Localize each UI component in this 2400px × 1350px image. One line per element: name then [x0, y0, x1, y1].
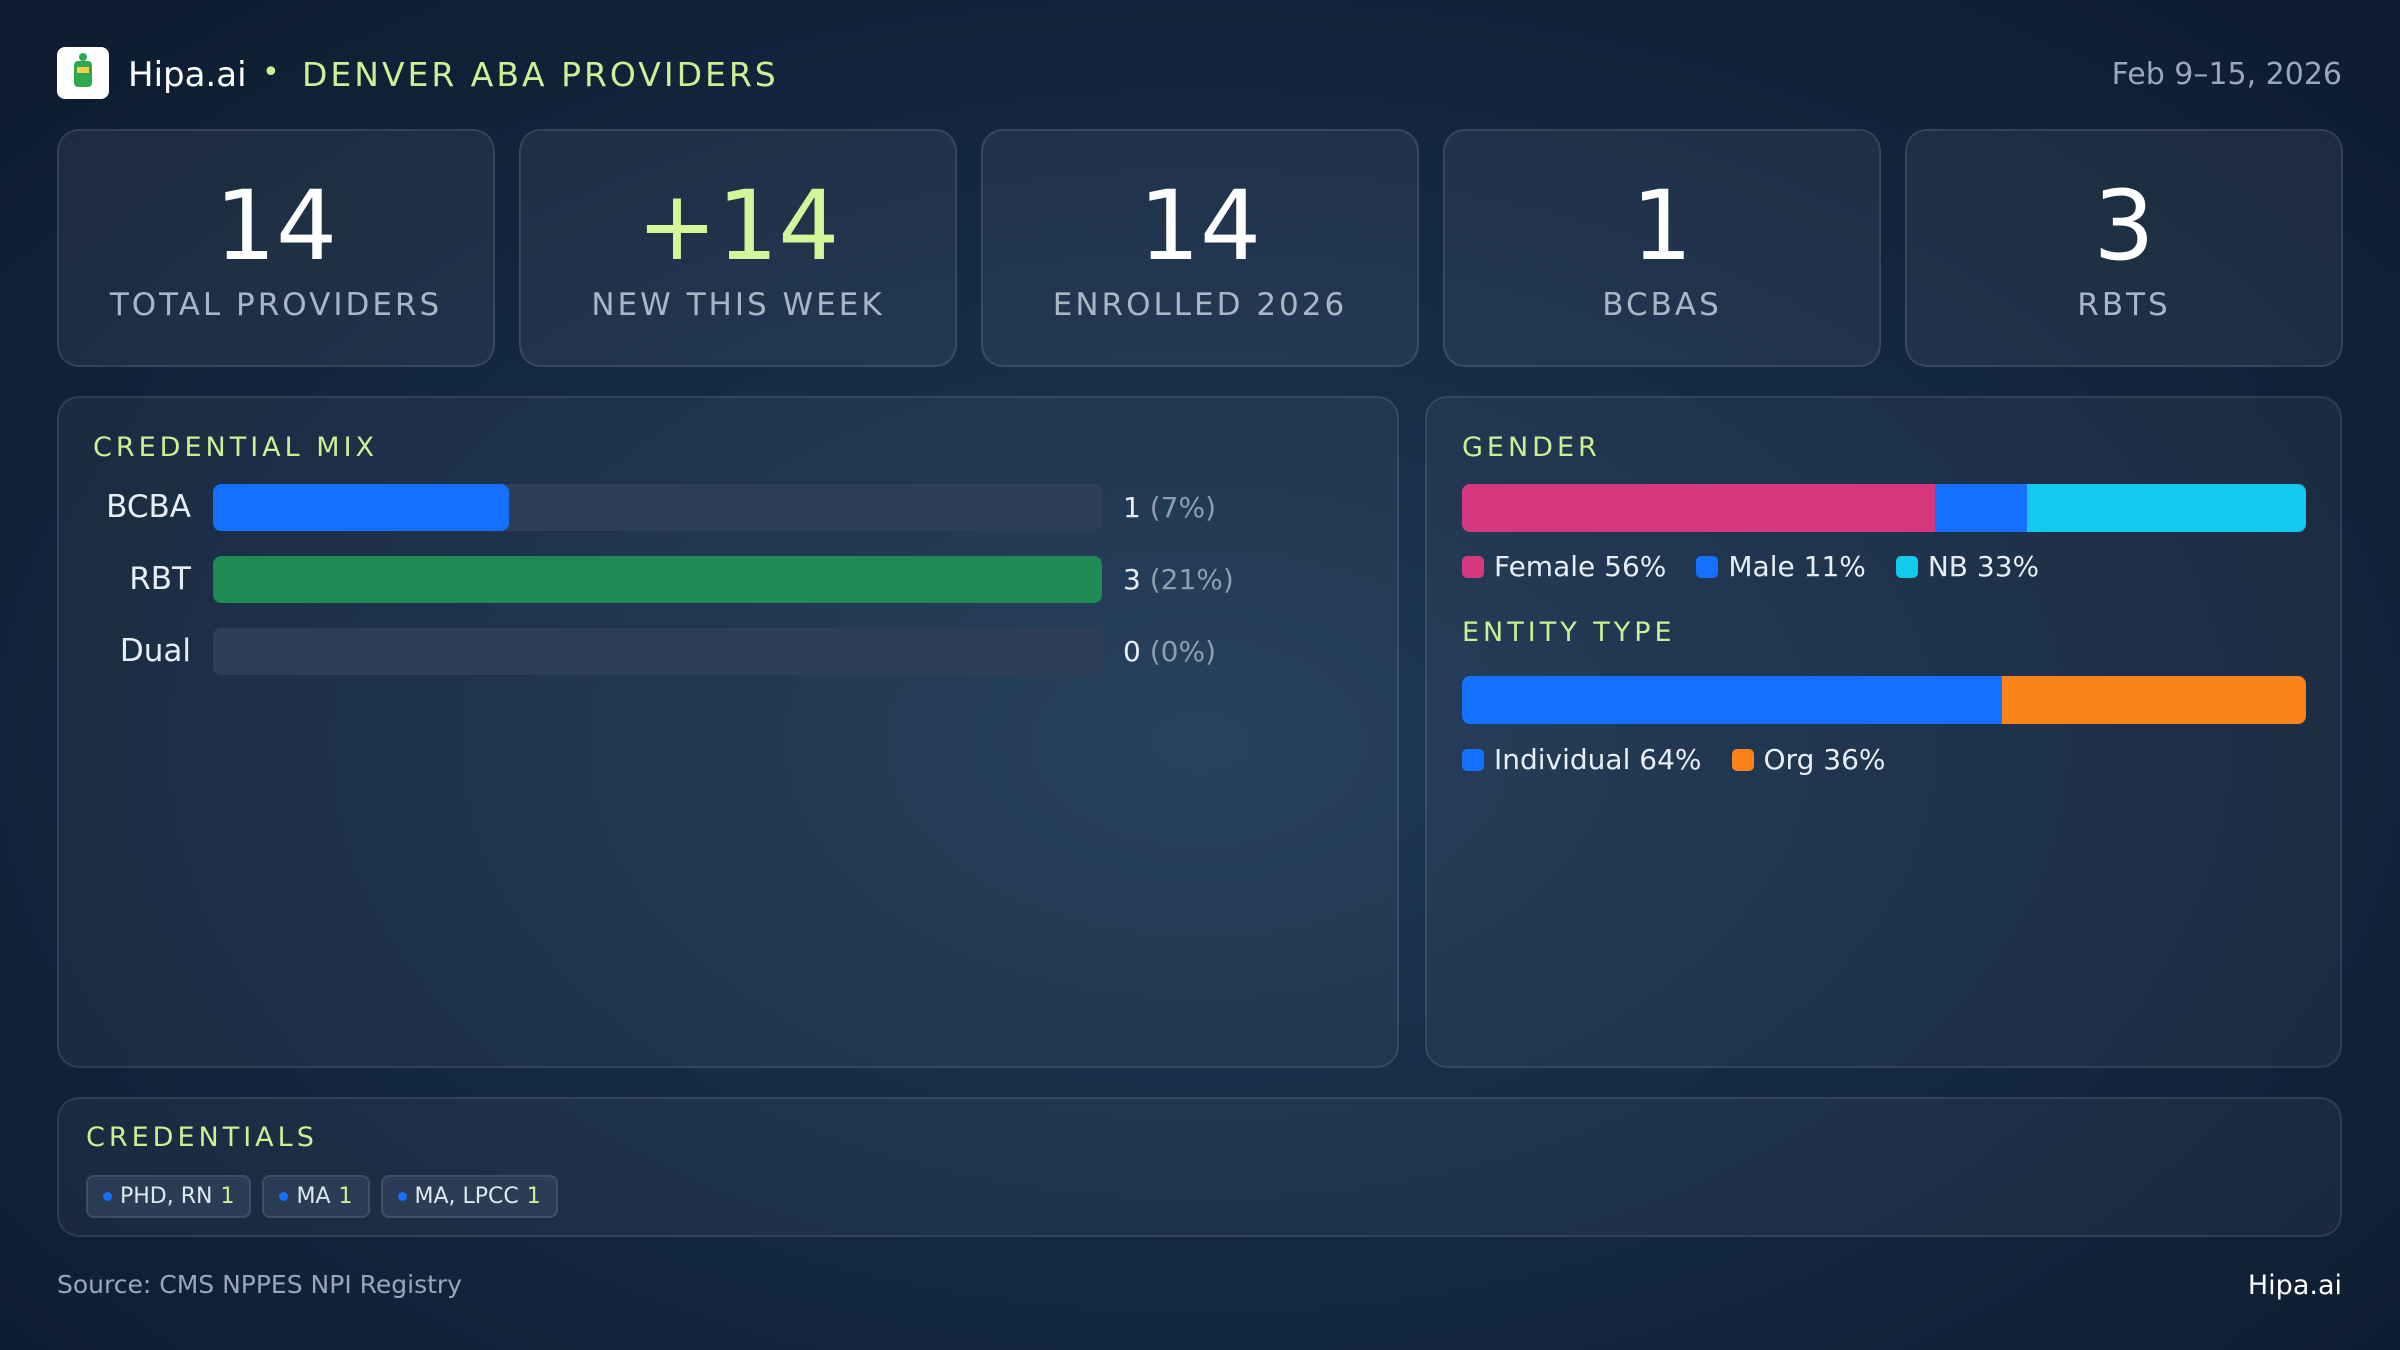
dot [279, 1192, 289, 1201]
legend: Individual 64% Org 36% [1462, 743, 1886, 776]
kpi-label: TOTAL PROVIDERS [109, 287, 443, 323]
kpi-card: 14 ENROLLED 2026 [981, 129, 1419, 367]
legend-text: Individual 64% [1494, 743, 1702, 776]
count: 3 [1123, 563, 1141, 596]
legend-value: 64% [1639, 743, 1702, 776]
legend-item: Male 11% [1696, 550, 1866, 583]
value-label: 3 (21%) [1123, 563, 1234, 596]
legend-item: NB 33% [1895, 550, 2039, 583]
kpi-label: BCBAS [1602, 287, 1722, 323]
kpi-label: RBTS [2077, 287, 2171, 323]
chip-count: 1 [220, 1184, 235, 1209]
kpi-value: 3 [2093, 170, 2155, 282]
date-range: Feb 9–15, 2026 [2111, 57, 2342, 92]
legend-name: Male [1728, 550, 1795, 583]
row-label: Dual [119, 633, 191, 669]
segment [2002, 676, 2306, 724]
swatch [1895, 555, 1918, 578]
kpi-label: NEW THIS WEEK [591, 287, 885, 323]
value-label: 0 (0%) [1123, 635, 1216, 668]
kpi-card: +14 NEW THIS WEEK [519, 129, 957, 367]
segment [1934, 484, 2028, 532]
chip-name: MA, LPCC [414, 1184, 519, 1209]
percent: (0%) [1149, 635, 1217, 668]
legend-name: Female [1494, 550, 1596, 583]
legend-text: Org 36% [1764, 743, 1886, 776]
section-title: CREDENTIAL MIX [93, 432, 379, 463]
percent: (7%) [1149, 491, 1217, 524]
legend-text: NB 33% [1928, 550, 2039, 583]
page-title: DENVER ABA PROVIDERS [302, 55, 779, 94]
count: 1 [1123, 491, 1141, 524]
legend-value: 36% [1823, 743, 1886, 776]
kpi-card: 1 BCBAS [1443, 129, 1881, 367]
value-label: 1 (7%) [1123, 491, 1216, 524]
bar [213, 484, 510, 531]
kpi-value: 1 [1631, 170, 1693, 282]
logo [57, 47, 109, 99]
legend-name: Org [1763, 743, 1815, 776]
chip-name: PHD, RN [120, 1184, 213, 1209]
chip-count: 1 [526, 1184, 541, 1209]
swatch [1696, 555, 1719, 578]
segment [2027, 484, 2306, 532]
credential-chip: MA, LPCC 1 [380, 1175, 558, 1218]
legend-name: Individual [1494, 743, 1631, 776]
kpi-card: 14 TOTAL PROVIDERS [57, 129, 495, 367]
bar-track [213, 484, 1102, 531]
dot [397, 1192, 407, 1201]
brand: Hipa.ai [128, 55, 247, 95]
swatch [1462, 748, 1484, 771]
bar [213, 556, 1102, 603]
segment [1462, 676, 2003, 724]
row-label: BCBA [106, 489, 191, 525]
separator: • [262, 55, 280, 90]
count: 0 [1123, 635, 1141, 668]
legend-text: Female 56% [1494, 550, 1666, 583]
bar-track [213, 556, 1102, 603]
kpi-label: ENROLLED 2026 [1052, 287, 1348, 323]
gender-bar [1462, 484, 2306, 532]
legend-name: NB [1927, 550, 1969, 583]
section-title: ENTITY TYPE [1462, 617, 1676, 648]
entity-bar [1462, 676, 2306, 724]
credential-chip: MA 1 [262, 1175, 370, 1218]
chip-list: PHD, RN 1 MA 1 MA, LPCC 1 [86, 1175, 558, 1218]
row-label: RBT [129, 561, 191, 597]
section-title: GENDER [1462, 432, 1601, 463]
legend-text: Male 11% [1728, 550, 1865, 583]
bar-track [213, 628, 1102, 675]
legend-value: 33% [1976, 550, 2040, 583]
footer-brand: Hipa.ai [2247, 1270, 2342, 1301]
swatch [1731, 748, 1754, 771]
credential-chip: PHD, RN 1 [86, 1175, 252, 1218]
kpi-value: +14 [636, 170, 840, 282]
legend-value: 11% [1803, 550, 1866, 583]
section-title: CREDENTIALS [86, 1122, 318, 1153]
swatch [1462, 555, 1484, 578]
legend-value: 56% [1604, 550, 1667, 583]
segment [1462, 484, 1935, 532]
percent: (21%) [1149, 563, 1234, 596]
legend: Female 56% Male 11% NB 33% [1462, 550, 2039, 583]
kpi-card: 3 RBTS [1905, 129, 2343, 367]
legend-item: Org 36% [1731, 743, 1886, 776]
kpi-row: 14 TOTAL PROVIDERS +14 NEW THIS WEEK 14 ENROL… [57, 129, 2343, 367]
legend-item: Female 56% [1462, 550, 1666, 583]
legend-item: Individual 64% [1462, 743, 1702, 776]
kpi-value: 14 [214, 170, 338, 282]
chip-name: MA [296, 1184, 331, 1209]
source: Source: CMS NPPES NPI Registry [57, 1270, 462, 1299]
chip-count: 1 [338, 1184, 353, 1209]
kpi-value: 14 [1138, 170, 1262, 282]
dot [103, 1192, 112, 1201]
